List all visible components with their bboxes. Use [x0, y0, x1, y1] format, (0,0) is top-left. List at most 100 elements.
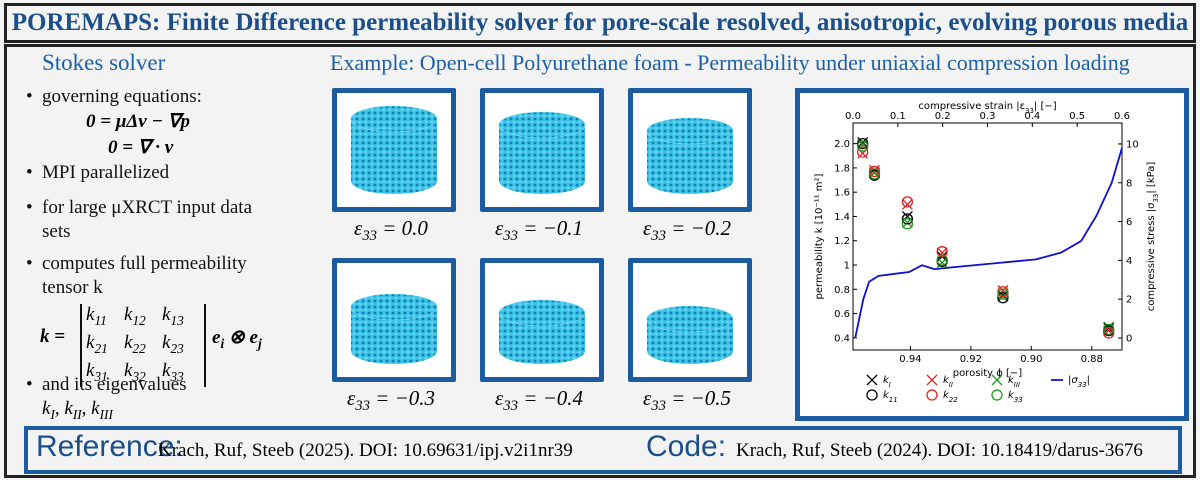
foam-image [332, 258, 456, 382]
tensor-entry: k11 [86, 304, 107, 328]
y2-tick-label: 4 [1126, 256, 1132, 267]
marker-o [997, 288, 1009, 300]
tensor-entry: k12 [124, 304, 146, 328]
x-tick-label: 0.90 [1020, 354, 1042, 365]
foam-sample [498, 111, 586, 194]
y-tick-label: 0.6 [834, 309, 850, 320]
tensor-rhs: ei ⊗ ej [212, 327, 262, 351]
legend-label: kII [943, 375, 953, 389]
x2-tick-label: 0.5 [1069, 111, 1085, 122]
legend-swatch [866, 389, 878, 401]
x2-tick-label: 0.2 [935, 111, 951, 122]
eigenvalues: kI, kII, kIII [42, 398, 113, 422]
bullet: MPI parallelized [26, 162, 169, 184]
caption: ε33 = −0.2 [642, 216, 732, 245]
example-heading: Example: Open-cell Polyurethane foam - P… [330, 50, 1130, 75]
x2-tick-label: 0.1 [890, 111, 906, 122]
bullet: governing equations: [26, 86, 202, 108]
code-text: Krach, Ruf, Steeb (2024). DOI: 10.18419/… [736, 440, 1143, 461]
x-tick-label: 0.88 [1081, 354, 1103, 365]
y-tick-label: 1.4 [834, 212, 850, 223]
code-label: Code: [646, 430, 727, 463]
foam-sample [646, 305, 734, 364]
y2-tick-label: 8 [1126, 178, 1132, 189]
caption: ε33 = 0.0 [354, 216, 428, 245]
ref-text: Krach, Ruf, Steeb (2025). DOI: 10.69631/… [158, 440, 573, 461]
tensor-entry: k21 [86, 331, 108, 356]
legend-label: k22 [943, 390, 958, 404]
tensor-entry: k22 [124, 331, 146, 356]
footer: Reference: Krach, Ruf, Steeb (2025). DOI… [24, 426, 1182, 474]
bullet: for large μXRCT input data sets [26, 196, 262, 244]
y-axis-label: permeability k [10⁻¹¹ m²] [814, 173, 825, 299]
marker-o [868, 168, 881, 180]
y2-tick-label: 0 [1126, 333, 1132, 344]
tensor-entry: k23 [162, 331, 184, 356]
legend-swatch [926, 374, 938, 386]
x-axis-label: porosity ϕ [−] [953, 368, 1023, 379]
plot-area [852, 122, 1123, 351]
y-tick-label: 0.4 [834, 333, 850, 344]
foam-sample [646, 117, 734, 194]
foam-sample [350, 105, 438, 194]
y-tick-label: 1.8 [834, 163, 850, 174]
marker-x [901, 198, 913, 210]
ref-label: Reference: [36, 430, 183, 463]
x-tick-label: 0.92 [960, 354, 982, 365]
foam-image [332, 88, 456, 212]
marker-o [997, 292, 1009, 304]
x2-axis-label: compressive strain |ε33| [−] [918, 101, 1056, 115]
foam-image [628, 88, 752, 212]
foam-image [480, 88, 604, 212]
caption: ε33 = −0.5 [642, 386, 732, 415]
marker-o [936, 246, 948, 258]
x-tick-label: 0.94 [899, 354, 921, 365]
marker-o [901, 196, 914, 208]
legend-swatch [991, 389, 1003, 401]
y2-tick-label: 2 [1126, 295, 1132, 306]
x2-tick-label: 0.3 [980, 111, 996, 122]
legend-swatch [866, 374, 878, 386]
tensor-lhs: k = [40, 326, 66, 347]
caption: ε33 = −0.1 [494, 216, 584, 245]
y-tick-label: 1.2 [834, 236, 850, 247]
y2-tick-label: 6 [1126, 217, 1132, 228]
caption: ε33 = −0.4 [494, 386, 584, 415]
marker-o [1103, 323, 1115, 336]
equation: 0 = μΔv − ∇p [86, 111, 190, 132]
outer-frame [4, 44, 1196, 478]
stress-line [854, 147, 1123, 339]
x2-tick-label: 0.0 [845, 111, 861, 122]
marker-o [1103, 327, 1115, 339]
caption: ε33 = −0.3 [346, 386, 436, 415]
left-heading: Stokes solver [42, 50, 166, 75]
chart: 0.94 0.92 0.90 0.880.0 0.1 0.2 0.3 0.4 0.5 0.60.4… [814, 101, 1160, 404]
marker-o [857, 146, 869, 158]
y2-axis-label: compressive stress |σ33| [kPa] [1146, 162, 1160, 312]
bullet: and its eigenvalues [26, 374, 187, 396]
chart-box: 0.94 0.92 0.90 0.88 0.0 0.1 0.2 0.3 0.4 0.5 0.6 0.4… [795, 88, 1189, 421]
y-tick-label: 1 [844, 261, 850, 272]
title: POREMAPS: Finite Difference permeability… [4, 3, 1196, 43]
y-tick-label: 0.8 [834, 285, 850, 296]
marker-o [901, 218, 914, 230]
x2-tick-label: 0.6 [1114, 111, 1130, 122]
legend-label: k11 [883, 390, 898, 404]
marker-o [857, 140, 869, 152]
legend-swatch [926, 389, 938, 401]
foam-image [480, 258, 604, 382]
foam-sample [350, 293, 438, 364]
tensor-entry: k13 [162, 304, 184, 328]
x2-tick-label: 0.4 [1024, 111, 1040, 122]
marker-o [936, 254, 948, 266]
equation: 0 = ∇ · v [108, 137, 174, 158]
y2-tick-label: 10 [1126, 139, 1139, 150]
foam-sample [498, 299, 586, 364]
marker-o [901, 213, 914, 225]
marker-x [1103, 321, 1115, 333]
legend-label: kI [883, 375, 891, 389]
legend-swatch [991, 374, 1003, 386]
y-tick-label: 1.6 [834, 188, 850, 199]
y-tick-label: 2.0 [834, 139, 850, 150]
